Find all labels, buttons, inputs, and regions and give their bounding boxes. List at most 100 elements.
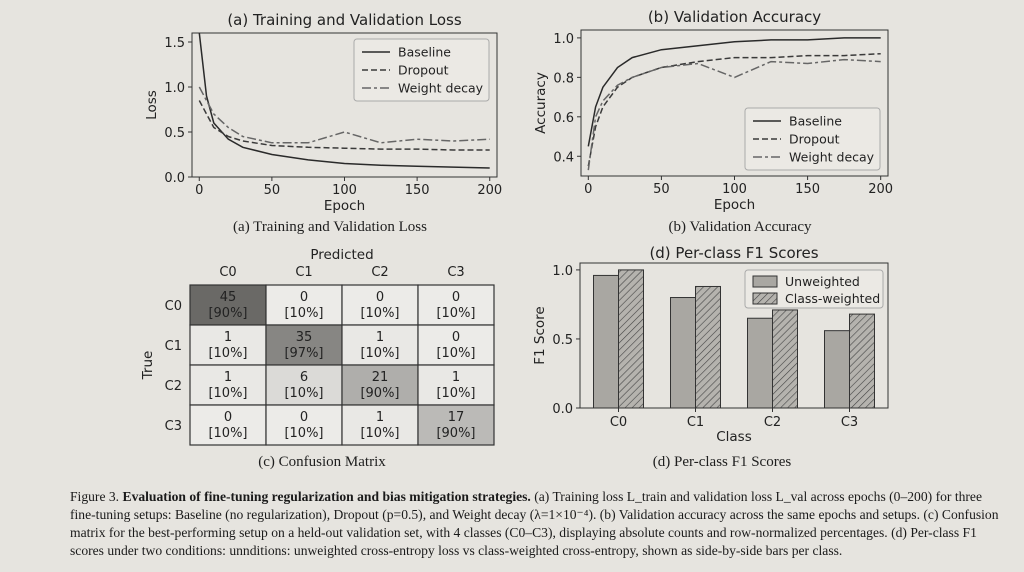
- x-tick-label: 200: [868, 182, 893, 197]
- x-axis-label: Predicted: [310, 247, 373, 263]
- cell-percent: [10%]: [436, 306, 475, 321]
- series-line-dropout: [198, 100, 490, 151]
- cell-count: 0: [224, 410, 232, 425]
- series-line-weight-decay: [587, 58, 881, 171]
- legend-label: Unweighted: [785, 274, 860, 289]
- cell-count: 21: [372, 370, 389, 385]
- cell-count: 35: [296, 330, 313, 345]
- y-tick-label: 0.6: [553, 111, 574, 126]
- cell-percent: [10%]: [208, 426, 247, 441]
- plot-frame: [579, 262, 889, 409]
- series-line-weight-decay: [198, 86, 490, 144]
- y-tick-label: 0.0: [552, 402, 573, 417]
- cell-count: 1: [376, 330, 384, 345]
- y-tick-label: 1.0: [552, 264, 573, 279]
- cell-count: 0: [300, 290, 308, 305]
- cell-percent: [10%]: [284, 426, 323, 441]
- series-line-dropout: [587, 52, 881, 167]
- y-axis-label: Accuracy: [533, 72, 549, 134]
- matrix-cell: [189, 364, 267, 406]
- cell-percent: [90%]: [208, 306, 247, 321]
- y-axis-label: Loss: [144, 90, 160, 120]
- chart-title: (a) Training and Validation Loss: [227, 11, 462, 29]
- cell-count: 6: [300, 370, 308, 385]
- y-tick-label: 0.8: [553, 71, 574, 86]
- bar-unweighted: [824, 330, 850, 409]
- column-label: C0: [219, 265, 236, 280]
- chart-title: (d) Per-class F1 Scores: [649, 244, 818, 262]
- column-label: C1: [295, 265, 312, 280]
- y-tick-label: 0.5: [164, 126, 185, 141]
- cell-percent: [10%]: [360, 306, 399, 321]
- caption-a: (a) Training and Validation Loss: [233, 219, 427, 235]
- bar-unweighted: [670, 297, 696, 409]
- cell-count: 0: [376, 290, 384, 305]
- row-label: C2: [165, 379, 182, 394]
- chart-title: (b) Validation Accuracy: [648, 8, 821, 26]
- row-label: C0: [165, 299, 182, 314]
- legend-label: Class-weighted: [785, 291, 880, 306]
- cell-percent: [10%]: [208, 386, 247, 401]
- row-label: C1: [165, 339, 182, 354]
- matrix-cell: [341, 324, 419, 366]
- matrix-cell: [189, 404, 267, 446]
- cell-percent: [10%]: [436, 346, 475, 361]
- cell-count: 17: [448, 410, 465, 425]
- legend-label: Dropout: [789, 132, 840, 147]
- bar-class-weighted: [695, 285, 721, 409]
- cell-percent: [10%]: [360, 426, 399, 441]
- matrix-cell: [417, 364, 495, 406]
- y-tick-label: 1.0: [164, 81, 185, 96]
- cell-count: 1: [224, 370, 232, 385]
- matrix-cell: [341, 284, 419, 326]
- x-axis-label: Class: [716, 429, 752, 445]
- cell-percent: [10%]: [284, 386, 323, 401]
- x-tick-label: C1: [687, 415, 704, 430]
- legend-box: [744, 107, 881, 171]
- series-line-baseline: [587, 37, 881, 147]
- figure-label: Figure 3.: [70, 489, 120, 504]
- row-label: C3: [165, 419, 182, 434]
- y-axis-label: F1 Score: [532, 306, 548, 364]
- y-tick-label: 0.5: [552, 333, 573, 348]
- matrix-cell: [417, 324, 495, 366]
- legend-swatch: [752, 275, 778, 288]
- x-tick-label: 150: [405, 183, 430, 198]
- figure-caption-title: Evaluation of fine-tuning regularization…: [122, 489, 531, 504]
- bar-class-weighted: [618, 269, 644, 409]
- cell-percent: [10%]: [284, 306, 323, 321]
- legend-label: Weight decay: [398, 81, 484, 96]
- matrix-cell: [417, 284, 495, 326]
- bar-unweighted: [747, 317, 773, 409]
- matrix-cell: [341, 404, 419, 446]
- bar-class-weighted: [849, 313, 875, 409]
- cell-percent: [10%]: [360, 346, 399, 361]
- legend-box: [353, 38, 490, 102]
- y-tick-label: 1.5: [164, 36, 185, 51]
- bar-class-weighted: [772, 309, 798, 409]
- legend-label: Weight decay: [789, 150, 875, 165]
- matrix-cell: [265, 404, 343, 446]
- cell-percent: [97%]: [284, 346, 323, 361]
- legend-label: Baseline: [398, 45, 451, 60]
- x-tick-label: 50: [264, 183, 281, 198]
- matrix-cell: [417, 404, 495, 446]
- cell-count: 1: [224, 330, 232, 345]
- y-tick-label: 1.0: [553, 32, 574, 47]
- x-tick-label: 200: [477, 183, 502, 198]
- bar-unweighted: [593, 274, 619, 409]
- cell-count: 0: [452, 290, 460, 305]
- matrix-cell: [189, 284, 267, 326]
- cell-count: 1: [376, 410, 384, 425]
- cell-percent: [10%]: [208, 346, 247, 361]
- column-label: C3: [447, 265, 464, 280]
- x-tick-label: 100: [722, 182, 747, 197]
- x-tick-label: 150: [795, 182, 820, 197]
- cell-percent: [90%]: [360, 386, 399, 401]
- legend-label: Dropout: [398, 63, 449, 78]
- x-axis-label: Epoch: [714, 197, 755, 213]
- series-line-baseline: [198, 32, 490, 169]
- cell-count: 45: [220, 290, 237, 305]
- legend-label: Baseline: [789, 114, 842, 129]
